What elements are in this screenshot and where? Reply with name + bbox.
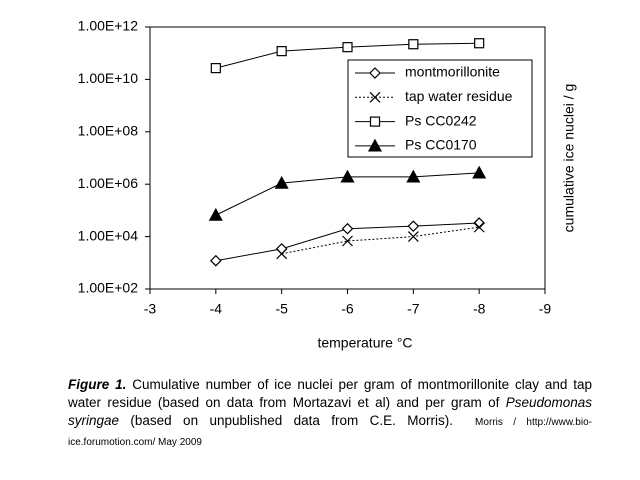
y-axis-label: cumulative ice nuclei / g	[561, 84, 577, 233]
data-point	[472, 165, 487, 179]
data-point	[276, 248, 288, 260]
data-point	[341, 222, 354, 235]
data-point	[342, 42, 353, 53]
data-point	[408, 39, 419, 50]
data-point	[209, 254, 222, 267]
chart: temperature °C cumulative ice nuclei / g…	[78, 18, 577, 351]
data-point	[274, 175, 289, 189]
x-tick-label: -3	[144, 301, 157, 317]
data-point	[276, 46, 287, 57]
data-point	[474, 38, 485, 49]
y-tick-label: 1.00E+02	[78, 280, 139, 296]
x-tick-label: -5	[275, 301, 288, 317]
data-point	[208, 207, 223, 221]
caption-text: Cumulative number of ice nuclei per gram…	[68, 377, 592, 410]
y-tick-label: 1.00E+12	[78, 18, 139, 34]
legend-label: Ps CC0242	[405, 112, 477, 128]
legend-label: tap water residue	[405, 88, 513, 104]
legend-marker	[369, 67, 381, 79]
series-line	[281, 226, 480, 255]
x-tick-label: -6	[341, 301, 354, 317]
caption-text: Pseudomonas syringae	[68, 395, 592, 428]
y-tick-label: 1.00E+06	[78, 175, 139, 191]
caption-text: (based on unpublished data from C.E. Mor…	[119, 413, 454, 428]
x-tick-label: -4	[210, 301, 223, 317]
y-tick-label: 1.00E+08	[78, 123, 139, 139]
x-tick-label: -8	[473, 301, 486, 317]
x-tick-label: -7	[407, 301, 420, 317]
caption-text: Figure 1.	[68, 377, 127, 392]
data-point	[340, 169, 355, 183]
legend: montmorillonite tap water residue Ps CC024…	[347, 59, 533, 158]
x-tick-label: -9	[539, 301, 552, 317]
legend-marker	[369, 116, 381, 127]
data-point	[342, 235, 353, 247]
y-tick-label: 1.00E+04	[78, 227, 139, 243]
y-tick-label: 1.00E+10	[78, 70, 139, 86]
data-point	[275, 243, 288, 255]
data-point	[407, 231, 419, 243]
credit: Morris / http://www.bio-ice.forumotion.c…	[68, 417, 592, 448]
legend-label: montmorillonite	[405, 64, 500, 80]
legend-box	[347, 59, 533, 158]
legend-marker	[367, 138, 383, 152]
legend-label: Ps CC0170	[405, 137, 477, 153]
x-axis-label: temperature °C	[317, 335, 412, 351]
data-point	[473, 221, 485, 233]
data-point	[407, 220, 420, 233]
legend-marker	[369, 91, 381, 103]
data-point	[210, 62, 221, 74]
data-point	[473, 217, 486, 229]
caption: Figure 1. Cumulative number of ice nucle…	[68, 376, 592, 452]
data-point	[406, 169, 421, 183]
